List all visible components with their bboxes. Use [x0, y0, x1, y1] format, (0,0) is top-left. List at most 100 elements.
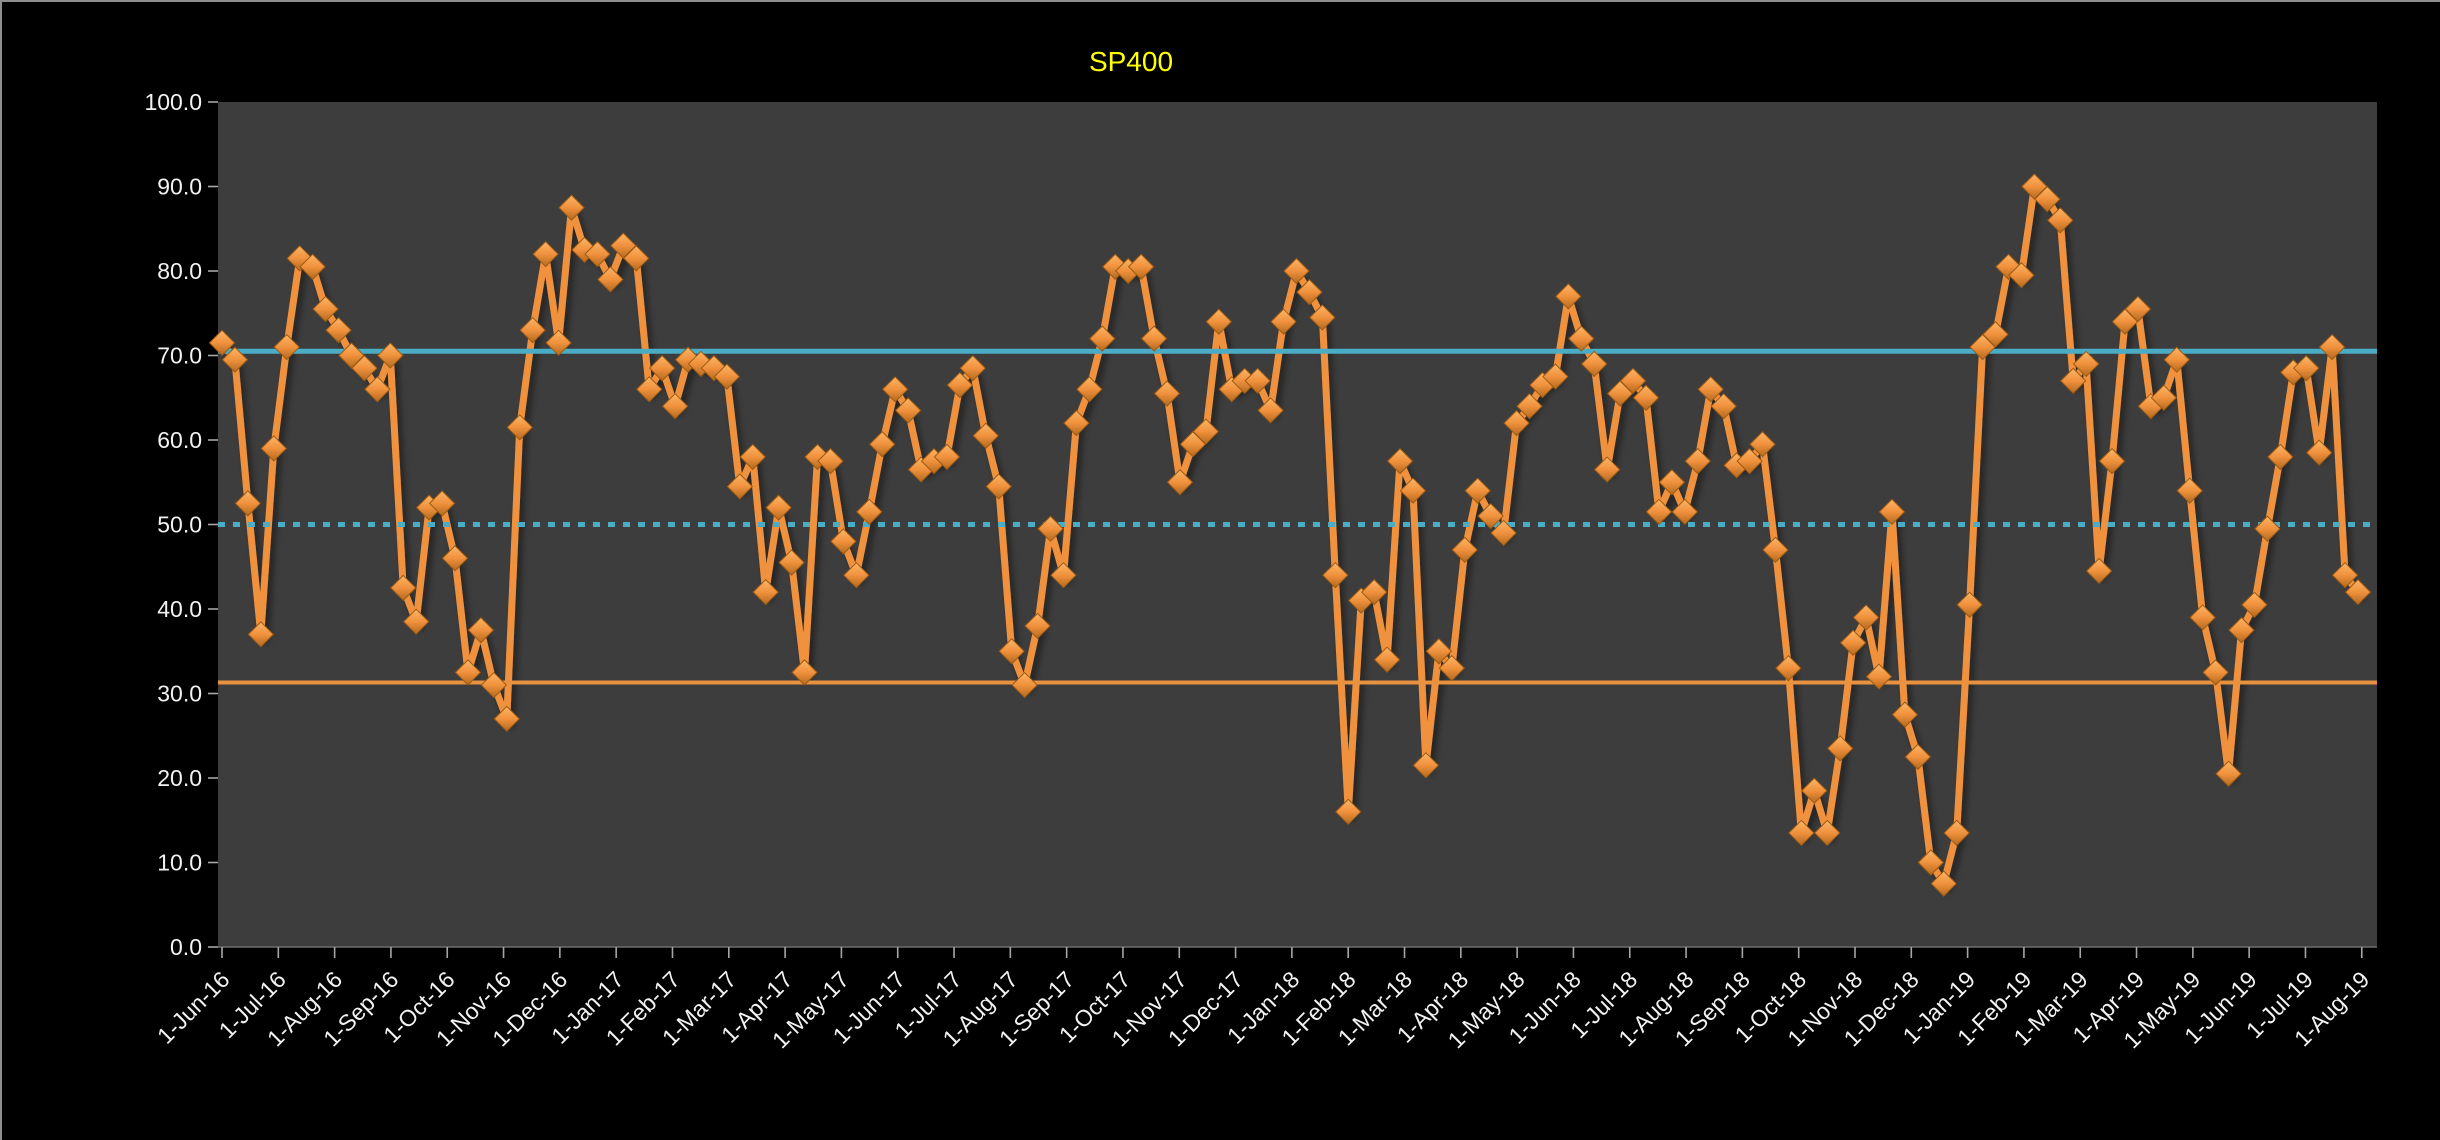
data-point-marker — [972, 422, 999, 449]
data-point-marker — [1904, 743, 1932, 771]
data-point-marker — [778, 549, 805, 576]
chart-title: SP400 — [1089, 46, 1173, 77]
y-tick-label: 20.0 — [157, 765, 202, 791]
data-point-marker — [2008, 262, 2035, 289]
data-point-marker — [1024, 612, 1051, 640]
data-point-marker — [1451, 536, 1478, 564]
data-point-marker — [1749, 431, 1776, 458]
data-point-marker — [325, 316, 352, 344]
y-tick-label: 60.0 — [157, 427, 202, 453]
data-point-marker — [2150, 384, 2178, 411]
data-point-marker — [661, 392, 689, 420]
data-point-marker — [1801, 777, 1828, 804]
data-point-marker — [1917, 849, 1945, 876]
y-tick-label: 30.0 — [157, 681, 202, 707]
data-point-marker — [1775, 654, 1802, 682]
data-point-marker — [2059, 367, 2087, 395]
data-point-marker — [2163, 346, 2190, 373]
data-point-marker — [1555, 283, 1582, 310]
data-point-marker — [454, 659, 482, 686]
data-point-marker — [493, 705, 521, 733]
data-point-marker — [519, 316, 546, 344]
data-point-marker — [869, 431, 896, 458]
data-point-marker — [377, 342, 404, 369]
series-line — [218, 183, 2362, 888]
data-point-marker — [390, 574, 417, 602]
data-point-marker — [881, 376, 909, 403]
data-point-marker — [1956, 591, 1983, 618]
data-point-marker — [2241, 591, 2268, 618]
series-line-group — [218, 183, 2362, 888]
data-point-marker — [351, 354, 378, 382]
y-tick-label: 10.0 — [157, 850, 202, 876]
data-point-marker — [856, 498, 883, 526]
data-point-marker — [713, 363, 741, 390]
reference-lines — [218, 348, 2377, 685]
data-point-marker — [2228, 616, 2255, 644]
data-point-marker — [1788, 819, 1815, 847]
data-point-marker — [402, 608, 430, 635]
data-point-marker — [894, 397, 922, 424]
data-point-marker — [2305, 439, 2333, 466]
data-point-marker — [1438, 654, 1466, 682]
data-point-marker — [635, 376, 663, 403]
data-point-marker — [1296, 278, 1323, 306]
y-tick-label: 50.0 — [157, 512, 202, 538]
data-point-marker — [1736, 447, 1763, 475]
data-point-marker — [2047, 207, 2074, 234]
data-point-marker — [1852, 604, 1880, 631]
data-point-marker — [1542, 363, 1569, 390]
data-point-marker — [739, 443, 766, 471]
data-point-marker — [1762, 536, 1789, 564]
data-point-marker — [1244, 367, 1271, 395]
data-point-marker — [1166, 469, 1194, 496]
data-point-marker — [2293, 354, 2320, 382]
y-tick-label: 100.0 — [144, 89, 202, 115]
data-point-marker — [558, 194, 585, 221]
data-point-marker — [726, 473, 754, 500]
data-point-marker — [1309, 304, 1336, 331]
y-axis: 0.0 10.0 20.0 30.0 40.0 50.0 60.0 70.0 80.0 90.0 1… — [144, 89, 2377, 960]
data-point-marker — [2034, 185, 2061, 213]
data-point-marker — [2072, 350, 2100, 378]
data-point-marker — [2176, 477, 2203, 504]
data-point-marker — [1697, 376, 1724, 403]
data-point-marker — [1050, 561, 1077, 589]
data-point-marker — [1477, 502, 1504, 530]
data-point-marker — [2202, 659, 2229, 686]
data-point-marker — [480, 671, 508, 699]
data-point-marker — [752, 578, 779, 606]
data-point-marker — [1037, 515, 1064, 542]
data-point-marker — [1127, 253, 1155, 280]
series-sp400 — [208, 173, 2377, 897]
data-point-marker — [1568, 325, 1595, 352]
data-point-marker — [985, 473, 1012, 500]
data-point-marker — [467, 616, 495, 644]
data-point-marker — [364, 376, 391, 403]
data-point-marker — [1930, 870, 1957, 897]
data-point-marker — [843, 561, 870, 589]
data-point-marker — [1153, 380, 1181, 407]
data-point-marker — [1503, 409, 1530, 437]
data-point-marker — [597, 266, 624, 293]
data-point-marker — [1089, 325, 1116, 352]
data-point-marker — [1684, 447, 1711, 475]
data-point-marker — [791, 659, 818, 686]
data-point-marker — [1943, 819, 1970, 847]
data-point-marker — [2124, 295, 2152, 323]
y-tick-label: 80.0 — [157, 258, 202, 284]
data-point-marker — [1632, 384, 1660, 411]
data-point-marker — [1335, 798, 1362, 826]
data-point-marker — [1205, 308, 1233, 335]
data-point-marker — [1710, 392, 1737, 420]
data-point-marker — [830, 528, 857, 555]
data-point-marker — [1425, 638, 1453, 665]
data-point-marker — [1257, 397, 1284, 424]
data-point-marker — [1865, 663, 1893, 690]
data-point-marker — [2085, 557, 2113, 585]
data-point-marker — [623, 245, 650, 272]
data-point-marker — [1671, 498, 1699, 526]
data-point-marker — [1490, 519, 1517, 547]
y-tick-label: 40.0 — [157, 596, 202, 622]
